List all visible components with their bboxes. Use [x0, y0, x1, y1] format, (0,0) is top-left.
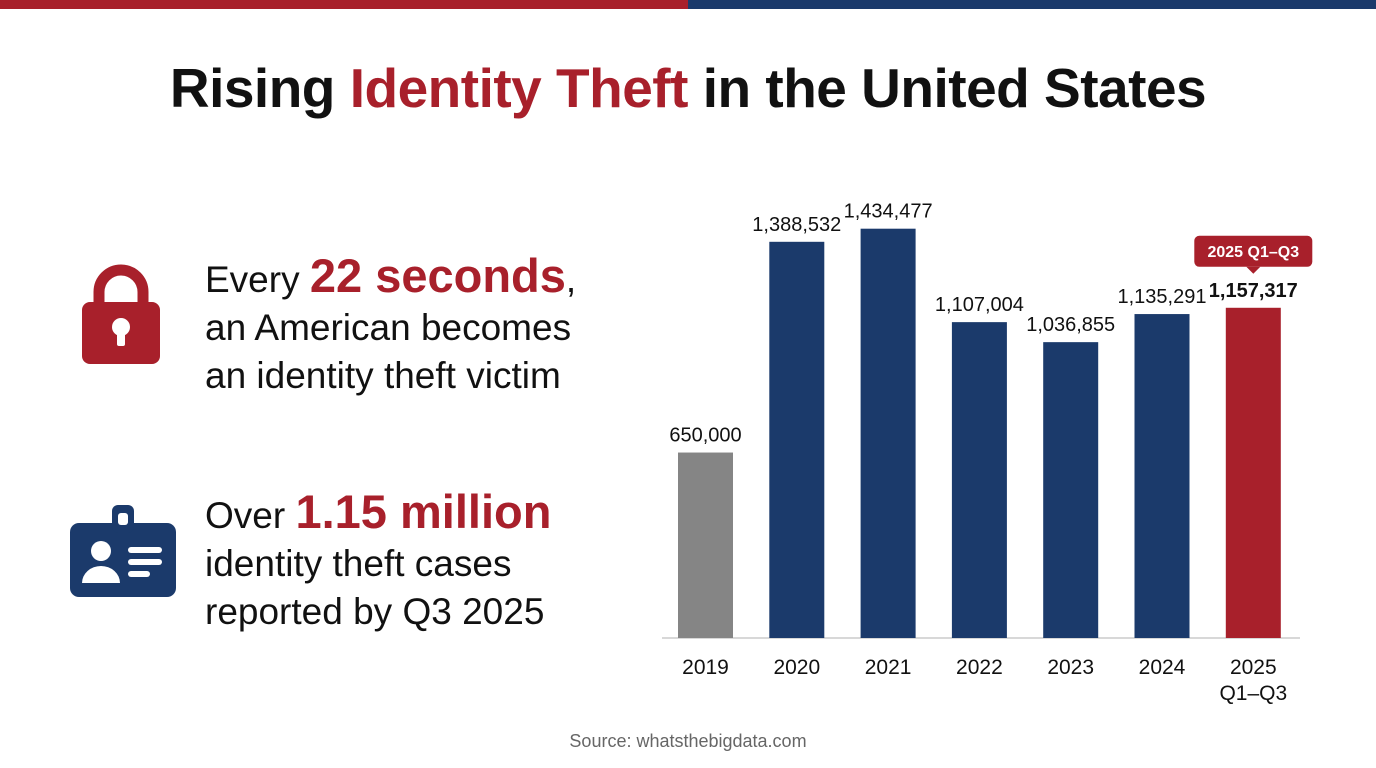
bar-value-label-2: 1,434,477 [844, 201, 933, 223]
bar-value-label-3: 1,107,004 [935, 294, 1024, 316]
x-tick-label-6-1: Q1–Q3 [1219, 682, 1287, 705]
stat-prefix: Over [205, 495, 296, 536]
page-title: Rising Identity Theft in the United Stat… [0, 56, 1376, 120]
highlight-callout-badge [1194, 235, 1313, 267]
top-accent-red [0, 0, 688, 9]
title-part-2: in the United States [687, 57, 1207, 119]
bar-chart-svg: 650,000 2019 1,388,532 2020 1,434,477 2021 1,1… [662, 201, 1313, 705]
stat-line-3: reported by Q3 2025 [205, 591, 545, 632]
bar-3 [951, 322, 1007, 638]
stat-line-3: an identity theft victim [205, 355, 561, 396]
bar-2 [860, 228, 916, 638]
x-tick-label-4: 2023 [1047, 656, 1094, 679]
stat-line-2: identity theft cases [205, 543, 512, 584]
title-part-1: Rising [169, 57, 350, 119]
bar-value-label-6: 1,157,317 [1209, 280, 1298, 302]
bar-value-label-0: 650,000 [669, 425, 741, 447]
bar-5 [1134, 314, 1190, 638]
id-card-icon [70, 505, 176, 602]
bar-value-label-1: 1,388,532 [752, 214, 841, 236]
top-accent-bar [0, 0, 1376, 9]
title-highlight: Identity Theft [349, 57, 689, 119]
stat-highlight: 22 seconds [309, 249, 566, 302]
lock-icon [80, 262, 162, 371]
top-accent-navy [688, 0, 1376, 9]
identity-theft-bar-chart: 650,000 2019 1,388,532 2020 1,434,477 2021 1,1… [640, 180, 1320, 725]
bar-4 [1043, 342, 1099, 638]
x-tick-label-3: 2022 [956, 656, 1003, 679]
x-tick-label-0: 2019 [682, 656, 729, 679]
stat-line-2: an American becomes [205, 307, 572, 348]
bar-6 [1225, 307, 1281, 638]
bar-value-label-5: 1,135,291 [1118, 286, 1207, 308]
x-tick-label-2: 2021 [865, 656, 912, 679]
x-tick-label-5: 2024 [1139, 656, 1186, 679]
highlight-callout-pointer [1246, 266, 1261, 274]
stat-suffix: , [565, 259, 577, 300]
bar-0 [678, 452, 733, 638]
stat-highlight: 1.15 million [295, 485, 552, 538]
source-note: Source: whatsthebigdata.com [569, 731, 807, 751]
stat-prefix: Every [205, 259, 310, 300]
stat-identity-theft-cases: Over 1.15 million identity theft cases r… [205, 488, 551, 636]
highlight-callout-text: 2025 Q1–Q3 [1207, 244, 1299, 261]
stat-identity-theft-frequency: Every 22 seconds, an American becomes an… [205, 252, 576, 400]
stat-line-1: Over 1.15 million [205, 488, 551, 540]
x-tick-label-1: 2020 [773, 656, 820, 679]
x-tick-label-6-0: 2025 [1230, 656, 1277, 679]
bar-value-label-4: 1,036,855 [1026, 314, 1115, 336]
bar-1 [769, 241, 825, 638]
stat-line-1: Every 22 seconds, [205, 252, 576, 304]
